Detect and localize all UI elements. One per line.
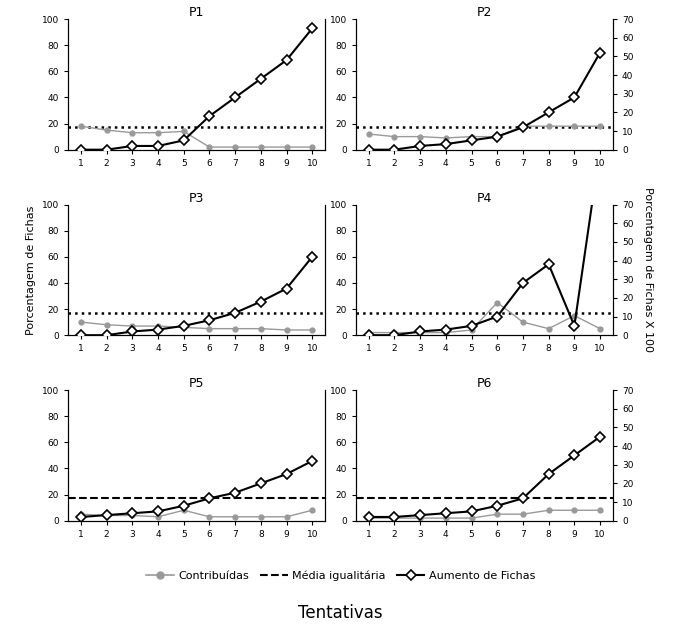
Legend: Contribuídas, Média igualitária, Aumento de Fichas: Contribuídas, Média igualitária, Aumento… [141, 566, 540, 585]
Y-axis label: Porcentagem de Fichas: Porcentagem de Fichas [27, 205, 36, 335]
Y-axis label: Porcentagem de Fichas X 100: Porcentagem de Fichas X 100 [643, 187, 653, 352]
Title: P6: P6 [477, 377, 492, 390]
Title: P2: P2 [477, 6, 492, 19]
Title: P4: P4 [477, 192, 492, 204]
Text: Tentativas: Tentativas [298, 605, 383, 622]
Title: P1: P1 [189, 6, 204, 19]
Title: P5: P5 [189, 377, 204, 390]
Title: P3: P3 [189, 192, 204, 204]
